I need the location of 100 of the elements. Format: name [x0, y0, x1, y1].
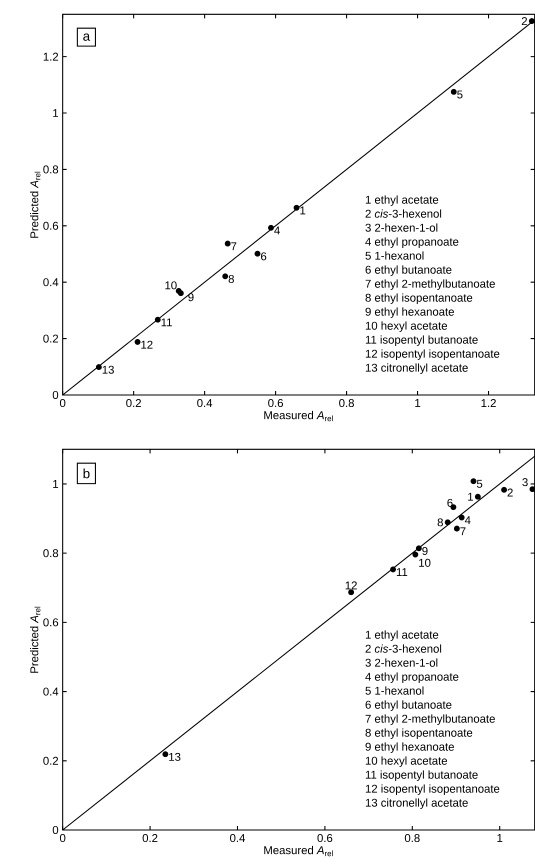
y-tick-label: 0.2: [43, 334, 58, 343]
annotation: 10: [419, 558, 430, 567]
annotation: 3 2-hexen-1-ol: [365, 223, 438, 232]
point: [474, 494, 481, 500]
annotation: 4: [464, 516, 471, 524]
y-tick-label: 0.8: [43, 165, 58, 174]
x-axis-title: Measured A$_{rel}$: [264, 410, 333, 422]
annotation: 2 cis-3-hexenol: [366, 209, 442, 218]
annotation: 12 isopentyl isopentanoate: [366, 349, 500, 360]
annotation: 8: [228, 274, 234, 283]
point: [154, 316, 161, 323]
point: [458, 514, 465, 520]
annotation: 9 ethyl hexanoate: [366, 307, 454, 318]
annotation: 1 ethyl acetate: [366, 630, 438, 641]
annotation: 12 isopentyl isopentanoate: [366, 784, 500, 795]
annotation: 13 citronellyl acetate: [366, 798, 468, 809]
annotation: 8 ethyl isopentanoate: [366, 728, 472, 739]
y-tick-label: 0.8: [43, 549, 58, 558]
point: [176, 288, 182, 294]
annotation: 7: [460, 527, 466, 536]
annotation: 5 1-hexanol: [365, 686, 424, 695]
x-tick-label: 0.6: [268, 399, 283, 408]
y-tick-label: 0.6: [43, 222, 58, 230]
x-tick-label: 0.6: [317, 834, 332, 842]
x-tick-label: 1.2: [482, 399, 496, 407]
annotation: 6 ethyl butanoate: [366, 265, 452, 276]
x-tick-label: 1: [415, 399, 420, 407]
y-tick-label: 1: [53, 109, 58, 117]
annotation: 13 citronellyl acetate: [366, 363, 468, 374]
annotation: 8: [438, 518, 443, 526]
annotation: 5 1-hexanol: [365, 251, 424, 260]
annotation: 2: [508, 488, 513, 496]
point: [268, 224, 274, 231]
annotation: 13: [102, 366, 114, 374]
annotation: 6 ethyl butanoate: [366, 700, 452, 711]
annotation: 11: [396, 568, 408, 576]
annotation: 11 isopentyl butanoate: [366, 770, 478, 781]
point: [254, 250, 260, 257]
x-axis-title: Measured A$_{rel}$: [264, 846, 333, 856]
annotation: 11 isopentyl butanoate: [366, 335, 478, 346]
annotation: 5: [476, 480, 482, 488]
annotation: 1 ethyl acetate: [366, 195, 438, 206]
point: [348, 589, 354, 596]
point: [162, 751, 168, 758]
annotation: 7 ethyl 2-methylbutanoate: [366, 279, 495, 290]
point: [416, 545, 422, 552]
y-tick-label: 1.2: [44, 52, 58, 61]
y-tick-label: 0: [52, 390, 58, 399]
annotation: 2: [522, 17, 527, 26]
annotation: 4: [274, 226, 280, 234]
x-tick-label: 0.4: [197, 399, 212, 408]
y-tick-label: 1: [53, 480, 58, 488]
point: [454, 526, 460, 532]
point: [412, 552, 418, 558]
x-tick-label: 0.8: [339, 399, 354, 408]
annotation: 6: [261, 252, 266, 260]
annotation: 8 ethyl isopentanoate: [366, 293, 472, 304]
x-tick-label: 0: [60, 834, 66, 842]
annotation: 3 2-hexen-1-ol: [365, 658, 438, 667]
annotation: 5: [457, 90, 463, 98]
y-tick-label: 0.2: [43, 756, 58, 765]
point: [222, 273, 228, 280]
x-tick-label: 0.8: [404, 834, 420, 842]
annotation: 7: [231, 242, 236, 250]
point: [390, 566, 396, 572]
annotation: 10 hexyl acetate: [366, 756, 448, 767]
x-tick-label: 0: [60, 399, 66, 408]
point: [294, 204, 300, 211]
y-tick-label: 0.4: [43, 688, 58, 696]
annotation: 10: [165, 281, 177, 290]
point: [470, 478, 476, 484]
x-tick-label: 0.2: [126, 399, 141, 408]
annotation: 1: [468, 492, 474, 501]
annotation: 9 ethyl hexanoate: [366, 742, 454, 753]
annotation: 11: [162, 318, 172, 326]
annotation: b: [84, 468, 90, 478]
point: [444, 519, 451, 526]
point: [134, 339, 140, 345]
x-tick-label: 0.4: [230, 834, 246, 842]
annotation: 1: [300, 206, 306, 214]
y-tick-label: 0.6: [43, 618, 58, 626]
annotation: 3: [522, 478, 528, 486]
annotation: a: [83, 34, 90, 41]
annotation: 12: [141, 340, 153, 349]
annotation: 12: [346, 581, 357, 590]
annotation: 4 ethyl propanoate: [365, 672, 458, 683]
point: [96, 364, 102, 370]
annotation: 4 ethyl propanoate: [365, 237, 458, 248]
point: [450, 88, 457, 95]
annotation: 2 cis-3-hexenol: [366, 644, 442, 653]
y-tick-label: 0: [52, 826, 58, 834]
y-axis-title: Predicted A$_{rel}$: [30, 172, 40, 238]
point: [501, 486, 508, 493]
annotation: 7 ethyl 2-methylbutanoate: [366, 714, 495, 725]
annotation: 13: [169, 752, 180, 761]
annotation: 9: [422, 546, 428, 555]
x-tick-label: 0.2: [142, 834, 158, 842]
annotation: 10 hexyl acetate: [366, 321, 448, 332]
y-axis-title: Predicted A$_{rel}$: [30, 606, 40, 673]
y-tick-label: 0.4: [43, 278, 58, 286]
